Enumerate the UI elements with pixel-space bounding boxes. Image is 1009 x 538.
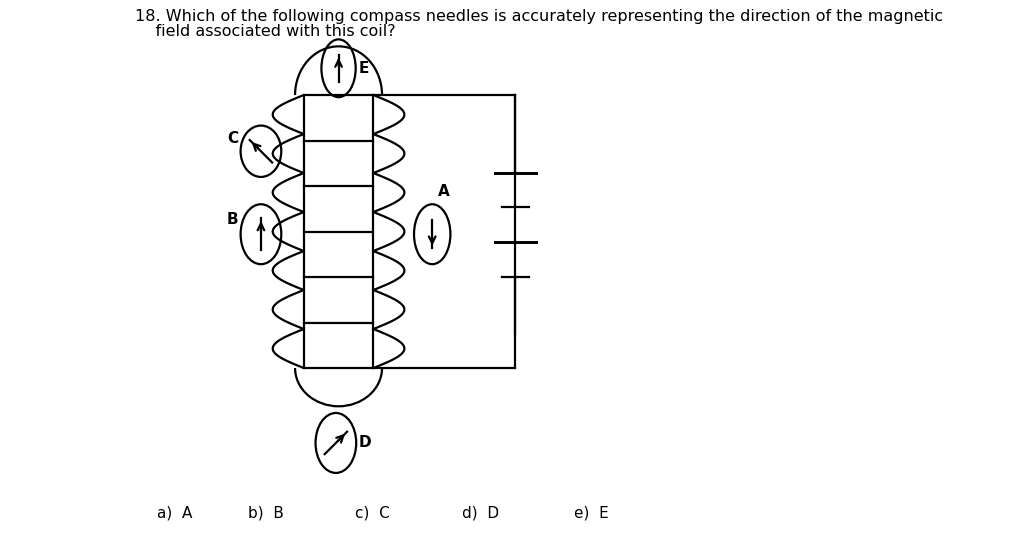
- Text: D: D: [359, 435, 371, 450]
- Bar: [304, 95, 373, 368]
- Text: d)  D: d) D: [462, 505, 498, 520]
- Text: field associated with this coil?: field associated with this coil?: [135, 24, 396, 39]
- Text: A: A: [438, 184, 449, 199]
- Text: 18. Which of the following compass needles is accurately representing the direct: 18. Which of the following compass needl…: [135, 10, 943, 24]
- Text: e)  E: e) E: [574, 505, 608, 520]
- Text: E: E: [358, 61, 368, 76]
- Text: a)  A: a) A: [156, 505, 192, 520]
- Text: C: C: [227, 131, 238, 146]
- Text: B: B: [226, 212, 238, 226]
- Text: c)  C: c) C: [354, 505, 389, 520]
- Text: b)  B: b) B: [247, 505, 284, 520]
